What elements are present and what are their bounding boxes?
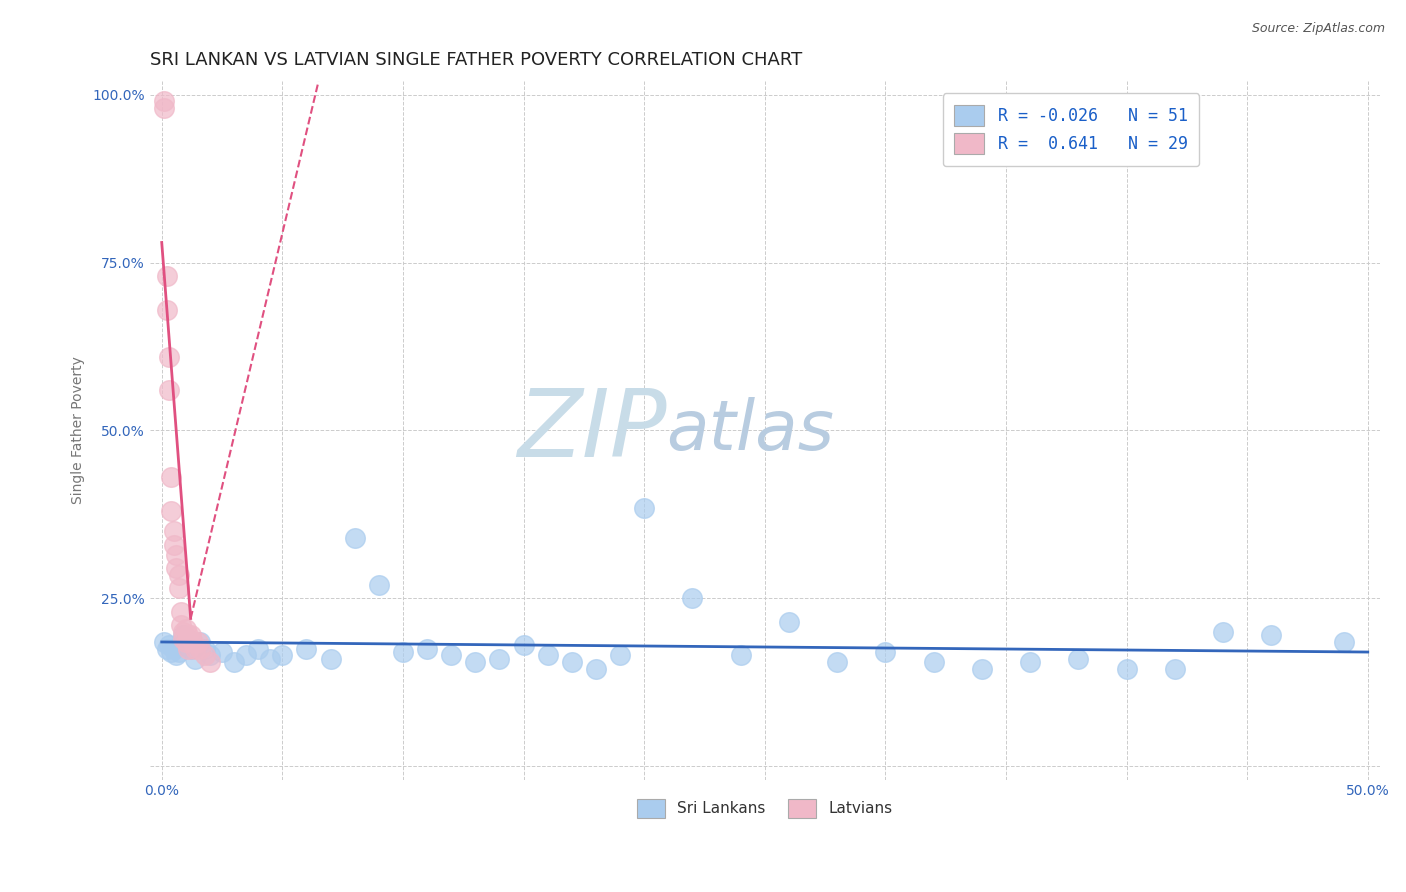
Point — [188, 641, 211, 656]
Point — [440, 648, 463, 663]
Point — [222, 655, 245, 669]
Text: SRI LANKAN VS LATVIAN SINGLE FATHER POVERTY CORRELATION CHART: SRI LANKAN VS LATVIAN SINGLE FATHER POVE… — [149, 51, 801, 69]
Point — [188, 635, 211, 649]
Point — [464, 655, 486, 669]
Text: atlas: atlas — [666, 397, 834, 464]
Text: Source: ZipAtlas.com: Source: ZipAtlas.com — [1251, 22, 1385, 36]
Point — [172, 624, 194, 639]
Point — [172, 632, 194, 646]
Point — [165, 548, 187, 562]
Point — [167, 645, 190, 659]
Point — [174, 635, 197, 649]
Point — [165, 561, 187, 575]
Point — [172, 628, 194, 642]
Point — [153, 101, 176, 115]
Point — [153, 95, 176, 109]
Point — [633, 500, 655, 515]
Point — [180, 641, 202, 656]
Point — [157, 383, 180, 397]
Point — [488, 652, 510, 666]
Point — [1115, 662, 1137, 676]
Point — [609, 648, 631, 663]
Point — [160, 645, 183, 659]
Point — [177, 641, 200, 656]
Point — [211, 645, 233, 659]
Point — [184, 641, 207, 656]
Point — [170, 605, 193, 619]
Point — [367, 578, 389, 592]
Point — [875, 645, 897, 659]
Point — [194, 648, 217, 663]
Point — [730, 648, 752, 663]
Point — [170, 618, 193, 632]
Point — [1019, 655, 1042, 669]
Point — [153, 635, 176, 649]
Point — [392, 645, 415, 659]
Point — [1333, 635, 1355, 649]
Point — [537, 648, 560, 663]
Point — [167, 567, 190, 582]
Point — [163, 538, 186, 552]
Point — [177, 628, 200, 642]
Point — [295, 641, 318, 656]
Point — [165, 648, 187, 663]
Point — [180, 628, 202, 642]
Point — [561, 655, 583, 669]
Point — [1212, 624, 1234, 639]
Point — [155, 641, 177, 656]
Point — [177, 632, 200, 646]
Point — [198, 648, 221, 663]
Point — [160, 504, 183, 518]
Point — [155, 302, 177, 317]
Text: ZIP: ZIP — [516, 385, 666, 476]
Point — [1164, 662, 1187, 676]
Point — [1260, 628, 1282, 642]
Point — [416, 641, 439, 656]
Point — [319, 652, 342, 666]
Point — [259, 652, 281, 666]
Point — [343, 531, 366, 545]
Point — [194, 641, 217, 656]
Point — [157, 350, 180, 364]
Point — [163, 641, 186, 656]
Point — [181, 635, 204, 649]
Point — [170, 638, 193, 652]
Point — [184, 652, 207, 666]
Point — [187, 635, 209, 649]
Point — [155, 268, 177, 283]
Point — [174, 622, 197, 636]
Point — [922, 655, 945, 669]
Point — [167, 581, 190, 595]
Point — [163, 524, 186, 539]
Point — [681, 591, 703, 606]
Point — [198, 655, 221, 669]
Point — [825, 655, 848, 669]
Point — [1067, 652, 1090, 666]
Legend: Sri Lankans, Latvians: Sri Lankans, Latvians — [631, 792, 898, 824]
Point — [970, 662, 993, 676]
Point — [512, 638, 534, 652]
Point — [157, 638, 180, 652]
Point — [778, 615, 800, 629]
Point — [235, 648, 257, 663]
Point — [247, 641, 270, 656]
Y-axis label: Single Father Poverty: Single Father Poverty — [72, 357, 86, 504]
Point — [160, 470, 183, 484]
Point — [271, 648, 294, 663]
Point — [585, 662, 607, 676]
Point — [174, 635, 197, 649]
